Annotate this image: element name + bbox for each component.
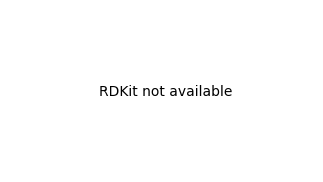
Text: RDKit not available: RDKit not available bbox=[99, 85, 232, 99]
